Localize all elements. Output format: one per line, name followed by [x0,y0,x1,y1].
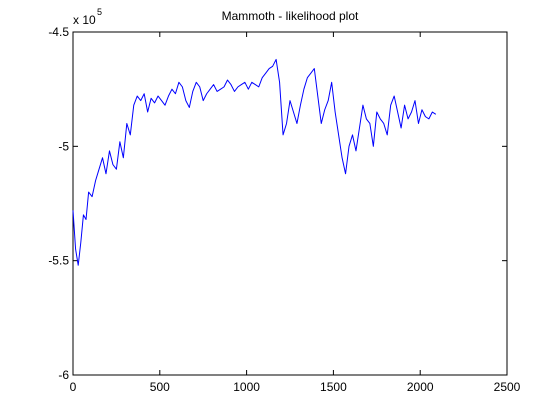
series-line-0 [72,58,437,266]
x-tick-label: 1500 [320,380,347,394]
x-tick-label: 2000 [407,380,434,394]
x-tick-label: 500 [150,380,170,394]
y-multiplier-base: x 10 [73,13,96,27]
chart-title: Mammoth - likelihood plot [222,9,359,23]
x-tick-label: 2500 [494,380,521,394]
y-multiplier-exponent: 5 [97,7,102,17]
series-layer [72,58,437,266]
y-tick-label: -5.5 [48,254,69,268]
x-tick-label: 1000 [233,380,260,394]
x-tick-label: 0 [70,380,77,394]
y-tick-label: -6 [58,368,69,382]
y-tick-label: -4.5 [48,25,69,39]
axes-frame [72,31,508,376]
axis-ticks [72,31,508,376]
y-tick-label: -5 [58,139,69,153]
axis-tick-labels: 0 500 1000 1500 2000 2500 -6 -5.5 -5 -4.5 [48,25,520,394]
